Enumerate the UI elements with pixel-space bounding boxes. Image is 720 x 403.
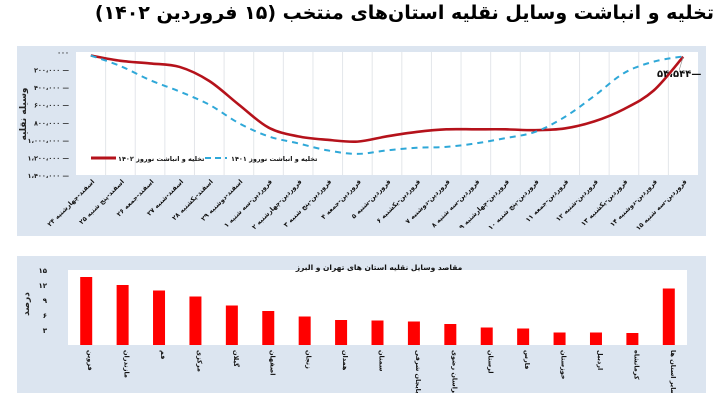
- x-tick-label: مرکزی: [195, 350, 203, 372]
- legend: تخلیه و انباشت نوروز ۱۴۰۲ تخلیه و انباشت …: [91, 155, 317, 163]
- y-tick-label: ۱۵: [38, 267, 47, 275]
- bar: [298, 316, 311, 345]
- x-tick-label: مازندران: [123, 350, 131, 378]
- bar: [335, 320, 348, 345]
- y-tick-label: ۱۲: [38, 282, 47, 290]
- bar: [116, 285, 129, 345]
- bar: [662, 288, 675, 345]
- y-tick-label: ۶۰۰،۰۰۰ —: [34, 102, 70, 110]
- x-tick-label: خراسان رضوی: [450, 350, 458, 393]
- x-tick-label: آذربایجان شرقی: [414, 350, 423, 393]
- x-tick-label: خوزستان: [560, 350, 568, 380]
- bar: [407, 321, 420, 345]
- y-tick-label: ۲۰۰،۰۰۰ —: [34, 67, 70, 75]
- bar: [553, 332, 566, 345]
- y-tick-label: ۱،۴۰۰،۰۰۰ —: [28, 172, 70, 180]
- x-tick-label: ۱۵ فروردین-سه شنبه: [634, 178, 688, 232]
- legend-label-1402: تخلیه و انباشت نوروز ۱۴۰۲: [118, 155, 204, 163]
- x-tick-label: اردبیل: [596, 350, 604, 370]
- y-tick-label: ۴۰۰،۰۰۰ —: [34, 84, 70, 92]
- y-axis-title: درصد: [22, 292, 32, 316]
- bar: [626, 333, 639, 345]
- y-axis-title: وسیله نقلیه: [19, 87, 29, 140]
- x-tick-label: اصفهان: [268, 350, 276, 375]
- legend-label-1401: تخلیه و انباشت نوروز ۱۴۰۱: [231, 155, 317, 163]
- x-tick-label: ۹ فروردین-چهارشنبه: [458, 178, 511, 231]
- bar: [371, 320, 384, 345]
- bar: [262, 311, 275, 345]
- y-tick-label: ۱،۲۰۰،۰۰۰ —: [28, 154, 70, 162]
- y-tick-label: ۸۰۰،۰۰۰ —: [34, 119, 70, 127]
- bar: [517, 328, 530, 345]
- x-tick-label: ۲ فروردین-چهارشنبه: [250, 178, 303, 231]
- y-tick-label: ۰۰۰: [57, 49, 69, 57]
- bar: [480, 327, 493, 345]
- bar: [444, 324, 457, 345]
- bar: [153, 290, 166, 345]
- x-tick-label: قزوین: [86, 350, 94, 371]
- x-tick-label: زنجان: [305, 350, 313, 369]
- x-tick-label: کرمانشاه: [632, 350, 640, 380]
- x-tick-label: لرستان: [487, 350, 495, 374]
- bar: [189, 296, 202, 345]
- y-tick-label: ۳: [43, 327, 48, 335]
- line-chart-panel: ۰۰۰ ۲۰۰،۰۰۰ — ۴۰۰،۰۰۰ — ۶۰۰،۰۰۰ — ۸۰۰،۰۰۰ — ۱…: [17, 46, 706, 236]
- x-tick-label: سمنان: [378, 350, 386, 371]
- y-tick-label: ۶: [43, 312, 47, 320]
- x-tick-label: سایر استان ها: [669, 350, 677, 393]
- bar: [225, 305, 238, 345]
- x-tick-label: گیلان: [232, 350, 240, 367]
- annotation-label: ۵۴،۵۴۴—: [657, 69, 701, 80]
- bar: [589, 332, 602, 345]
- x-tick-label: قم: [159, 350, 167, 359]
- x-tick-label: فارس: [523, 350, 531, 369]
- annotation-leader: [678, 56, 684, 71]
- y-tick-label: ۱،۰۰۰،۰۰۰ —: [28, 137, 70, 145]
- y-tick-label: ۹: [43, 297, 48, 305]
- line-chart: ۰۰۰ ۲۰۰،۰۰۰ — ۴۰۰،۰۰۰ — ۶۰۰،۰۰۰ — ۸۰۰،۰۰۰ — ۱…: [19, 49, 701, 232]
- x-tick-label: همدان: [341, 350, 349, 371]
- x-tick-label: ۱۰ فروردین-پنج شنبه: [487, 178, 541, 232]
- bar-chart-panel: مقاصد وسایل نقلیه استان های تهران و البر…: [17, 256, 706, 403]
- x-tick-label: ۲۴ اسفند-چهارشنبه: [46, 178, 96, 228]
- bar: [80, 277, 93, 345]
- series-line-0: [90, 54, 685, 144]
- plot-area: [76, 52, 698, 175]
- page-title: تخلیه و انباشت وسایل نقلیه استان‌های منت…: [94, 2, 714, 24]
- bar-chart-title: مقاصد وسایل نقلیه استان های تهران و البر…: [295, 263, 463, 272]
- bar-chart: مقاصد وسایل نقلیه استان های تهران و البر…: [22, 263, 687, 403]
